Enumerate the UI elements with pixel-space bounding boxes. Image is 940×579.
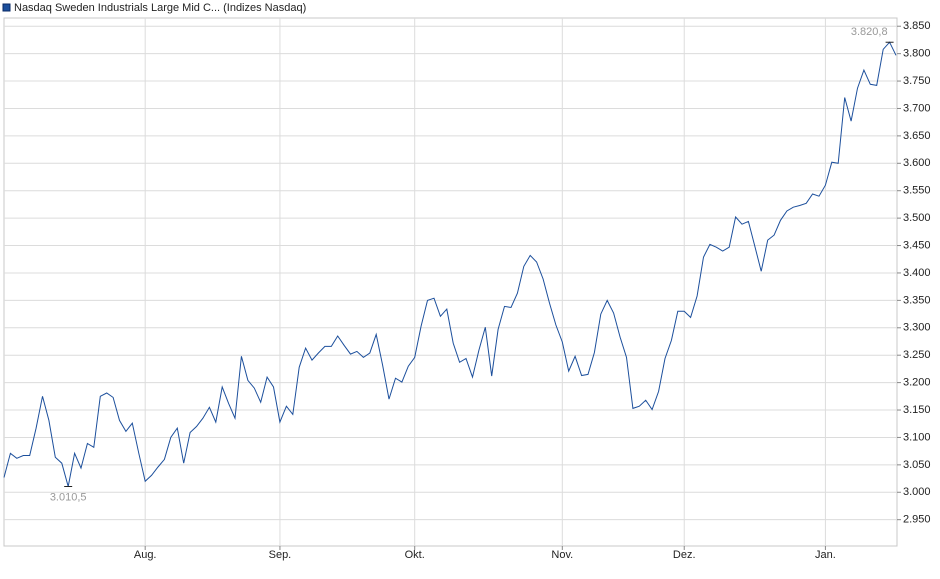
x-tick-label: Okt.: [405, 549, 425, 561]
x-tick-label: Dez.: [673, 549, 696, 561]
x-tick-label: Aug.: [134, 549, 157, 561]
y-tick-label: 3.850: [903, 20, 931, 32]
y-tick-label: 3.450: [903, 239, 931, 251]
plot-frame: [3, 17, 898, 547]
y-tick-label: 3.800: [903, 48, 931, 60]
value-label: 3.820,8: [851, 26, 888, 38]
y-tick-label: 3.150: [903, 404, 931, 416]
y-tick-label: 3.700: [903, 102, 931, 114]
y-tick-label: 3.350: [903, 294, 931, 306]
y-tick-label: 3.000: [903, 486, 931, 498]
y-tick-label: 3.650: [903, 130, 931, 142]
y-tick-label: 3.300: [903, 322, 931, 334]
x-tick-label: Sep.: [269, 549, 292, 561]
x-tick-label: Nov.: [551, 549, 573, 561]
price-line: [3, 41, 897, 487]
value-label: 3.010,5: [50, 491, 87, 503]
y-tick-label: 3.250: [903, 349, 931, 361]
y-tick-label: 2.950: [903, 514, 931, 526]
y-tick-label: 3.600: [903, 157, 931, 169]
y-tick-label: 3.400: [903, 267, 931, 279]
y-tick-label: 3.100: [903, 431, 931, 443]
y-tick-label: 3.750: [903, 75, 931, 87]
x-tick-label: Jan.: [815, 549, 836, 561]
legend-label: Nasdaq Sweden Industrials Large Mid C...…: [14, 2, 306, 14]
y-tick-label: 3.200: [903, 377, 931, 389]
y-tick-label: 3.500: [903, 212, 931, 224]
y-tick-label: 3.050: [903, 459, 931, 471]
y-tick-label: 3.550: [903, 185, 931, 197]
legend-swatch: [2, 3, 11, 12]
